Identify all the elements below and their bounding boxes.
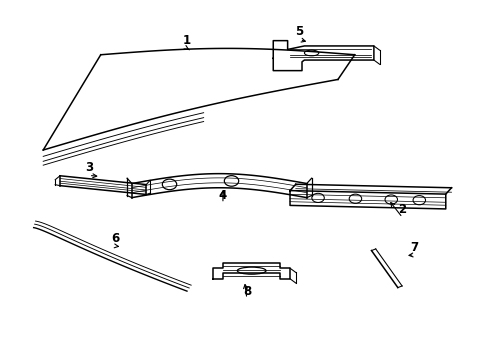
Text: 7: 7 [410,240,418,253]
Text: 5: 5 [295,25,303,38]
Text: 8: 8 [242,285,250,298]
Text: 1: 1 [183,34,191,47]
Text: 4: 4 [218,189,226,202]
Text: 3: 3 [84,161,93,174]
Text: 2: 2 [398,203,406,216]
Text: 6: 6 [111,232,119,245]
